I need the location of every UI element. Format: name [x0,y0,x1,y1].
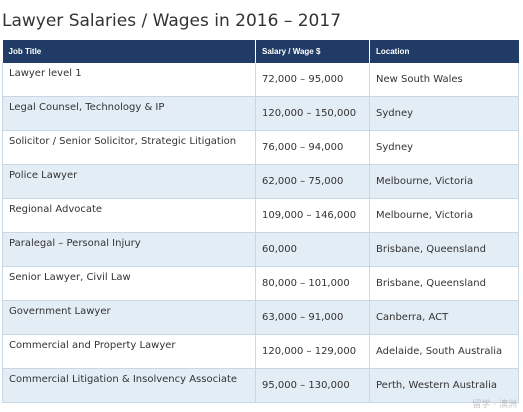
cell-job-title: Regional Advocate [2,198,256,233]
cell-salary: 62,000 – 75,000 [255,164,370,199]
cell-job-title: Paralegal – Personal Injury [2,232,256,267]
cell-location: Brisbane, Queensland [369,266,519,301]
table-row: Commercial Litigation & Insolvency Assoc… [2,368,519,403]
cell-salary: 63,000 – 91,000 [255,300,370,335]
cell-salary: 95,000 – 130,000 [255,368,370,403]
cell-location: Perth, Western Australia [369,368,519,403]
watermark: 留学 · 澳洲 [472,400,517,410]
table-row: Regional Advocate 109,000 – 146,000 Melb… [2,198,519,233]
cell-location: Brisbane, Queensland [369,232,519,267]
cell-salary: 80,000 – 101,000 [255,266,370,301]
cell-salary: 76,000 – 94,000 [255,130,370,165]
cell-location: Sydney [369,130,519,165]
cell-location: Melbourne, Victoria [369,164,519,199]
cell-job-title: Legal Counsel, Technology & IP [2,96,256,131]
cell-job-title: Solicitor / Senior Solicitor, Strategic … [2,130,256,165]
page-title: Lawyer Salaries / Wages in 2016 – 2017 [2,11,342,31]
cell-location: Melbourne, Victoria [369,198,519,233]
table-header-row: Job Title Salary / Wage $ Location [2,40,519,63]
header-job-title: Job Title [2,40,256,63]
cell-job-title: Lawyer level 1 [2,63,256,97]
table-row: Legal Counsel, Technology & IP 120,000 –… [2,96,519,131]
cell-salary: 60,000 [255,232,370,267]
header-salary: Salary / Wage $ [255,40,370,63]
cell-location: New South Wales [369,63,519,97]
cell-salary: 72,000 – 95,000 [255,63,370,97]
cell-job-title: Commercial Litigation & Insolvency Assoc… [2,368,256,403]
table-row: Lawyer level 1 72,000 – 95,000 New South… [2,63,519,97]
cell-salary: 109,000 – 146,000 [255,198,370,233]
table-row: Paralegal – Personal Injury 60,000 Brisb… [2,232,519,267]
table-row: Senior Lawyer, Civil Law 80,000 – 101,00… [2,266,519,301]
salary-table: Job Title Salary / Wage $ Location Lawye… [2,40,519,403]
table-row: Commercial and Property Lawyer 120,000 –… [2,334,519,369]
header-location: Location [369,40,519,63]
cell-location: Sydney [369,96,519,131]
table-row: Government Lawyer 63,000 – 91,000 Canber… [2,300,519,335]
cell-location: Canberra, ACT [369,300,519,335]
cell-salary: 120,000 – 150,000 [255,96,370,131]
cell-job-title: Senior Lawyer, Civil Law [2,266,256,301]
cell-job-title: Government Lawyer [2,300,256,335]
cell-location: Adelaide, South Australia [369,334,519,369]
cell-salary: 120,000 – 129,000 [255,334,370,369]
table-row: Police Lawyer 62,000 – 75,000 Melbourne,… [2,164,519,199]
cell-job-title: Commercial and Property Lawyer [2,334,256,369]
table-row: Solicitor / Senior Solicitor, Strategic … [2,130,519,165]
cell-job-title: Police Lawyer [2,164,256,199]
